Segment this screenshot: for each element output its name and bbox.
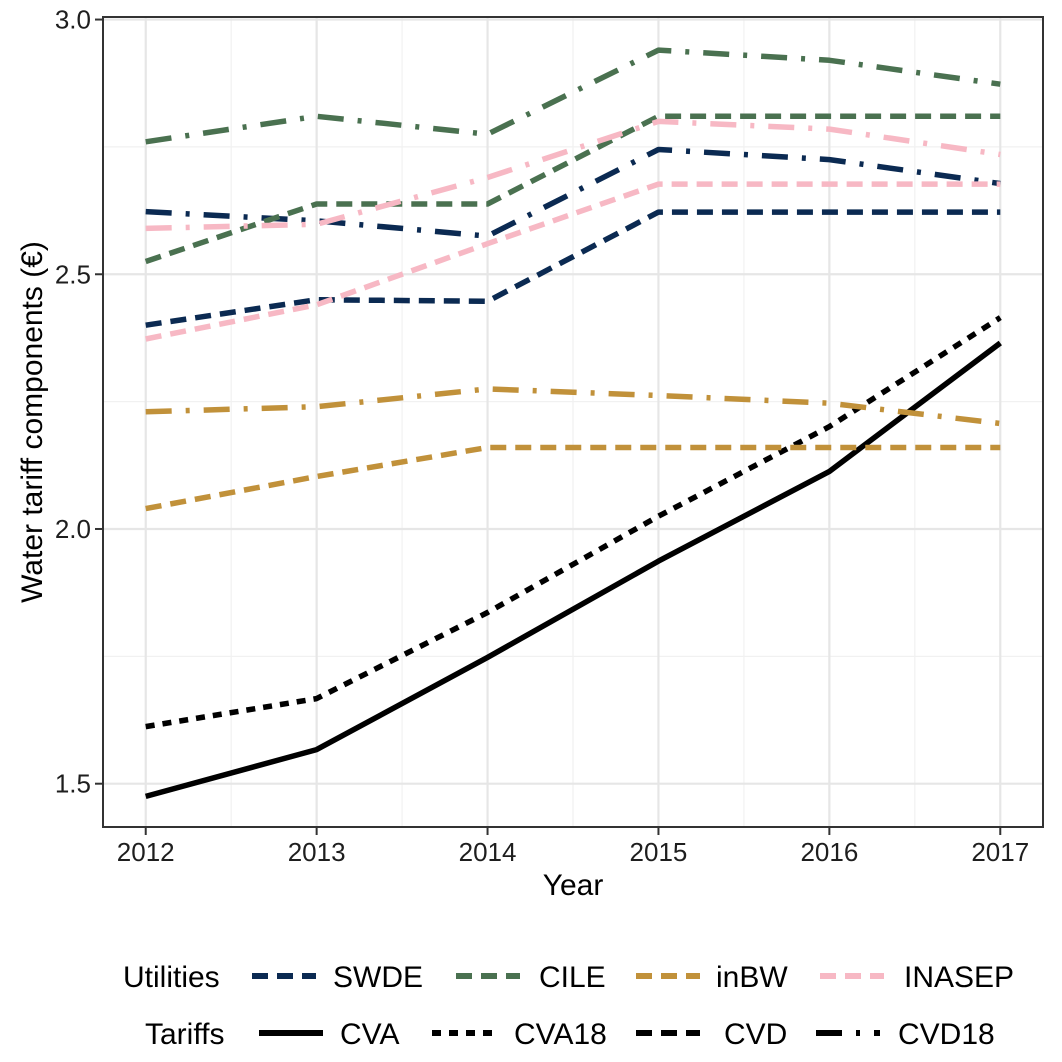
x-tick-label: 2015 (630, 837, 688, 867)
axes: 2012 2013 2014 2015 2016 2017 1.5 2.0 2.5 3.0 (55, 5, 1029, 867)
legend-label-cva18: CVA18 (514, 1018, 607, 1051)
x-tick-label: 2012 (117, 837, 175, 867)
series-line-inasep-cvd (145, 181, 1001, 342)
series-lines (144, 47, 1002, 800)
legend-label-cvd18: CVD18 (898, 1018, 995, 1051)
x-axis-title: Year (543, 869, 604, 902)
legend-label-inbw: inBW (716, 961, 788, 994)
legend: Utilities SWDE CILE inBW INASEP Tariffs … (123, 961, 1014, 1051)
y-tick-label: 2.5 (55, 259, 91, 289)
legend-utilities-title: Utilities (123, 961, 220, 994)
x-tick-label: 2016 (800, 837, 858, 867)
legend-label-inasep: INASEP (904, 961, 1014, 994)
series-line-swde-cvd (145, 209, 1001, 328)
y-tick-label: 1.5 (55, 769, 91, 799)
y-tick-label: 2.0 (55, 514, 91, 544)
x-tick-label: 2013 (288, 837, 346, 867)
legend-label-swde: SWDE (333, 961, 423, 994)
legend-label-cile: CILE (539, 961, 606, 994)
legend-tariffs: Tariffs CVA CVA18 CVD CVD18 (145, 1018, 995, 1051)
series-line-inbw-cvd18 (145, 386, 1001, 427)
y-tick-label: 3.0 (55, 5, 91, 35)
x-tick-label: 2017 (971, 837, 1029, 867)
x-tick-label: 2014 (459, 837, 517, 867)
y-axis-title: Water tariff components (€) (16, 241, 49, 603)
series-line-cile-cvd (144, 113, 1001, 265)
panel-border (102, 16, 1044, 828)
legend-label-cvd: CVD (724, 1018, 787, 1051)
legend-label-cva: CVA (340, 1018, 399, 1051)
series-line-inbw-cvd (145, 444, 1001, 512)
legend-tariffs-title: Tariffs (145, 1018, 224, 1051)
legend-utilities: Utilities SWDE CILE inBW INASEP (123, 961, 1014, 994)
series-line-cva (144, 340, 1002, 800)
